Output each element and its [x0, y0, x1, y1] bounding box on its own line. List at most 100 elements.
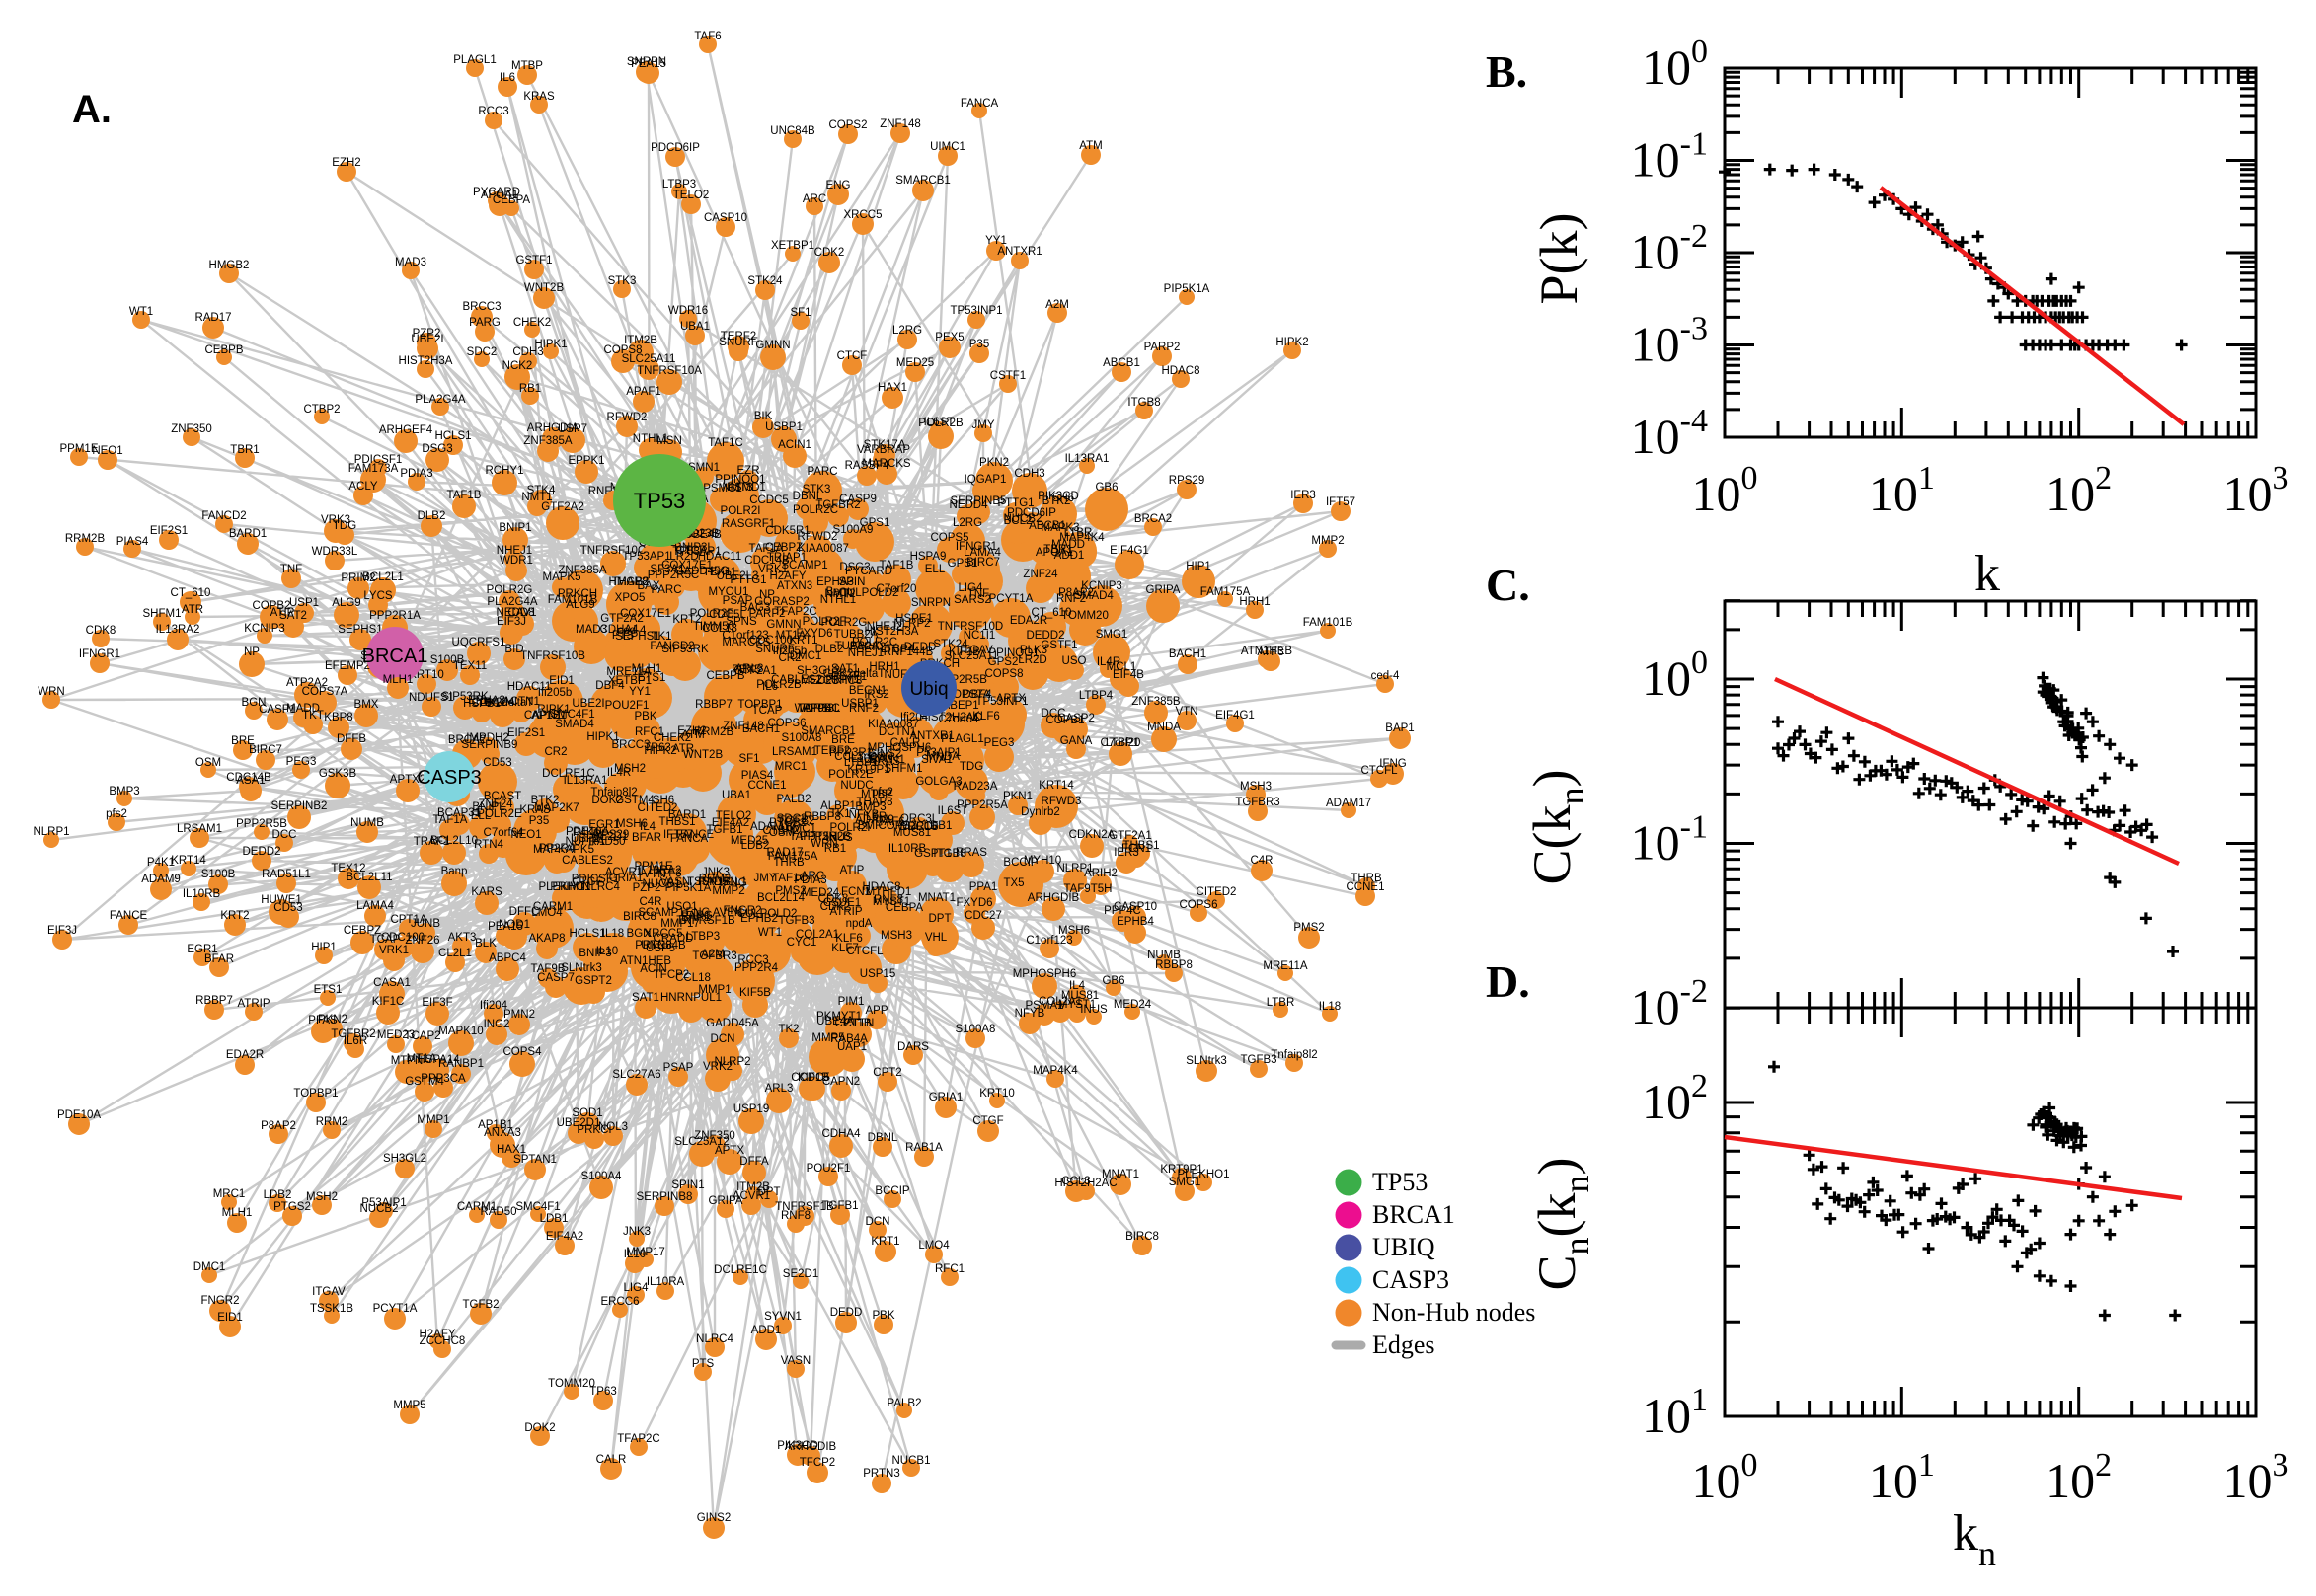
svg-text:P53AIP1: P53AIP1	[361, 1197, 406, 1209]
svg-text:IL18: IL18	[1319, 1001, 1341, 1013]
svg-text:IL4R: IL4R	[607, 767, 631, 779]
svg-text:APAF1: APAF1	[626, 386, 661, 398]
svg-text:GSN: GSN	[869, 751, 893, 763]
svg-text:ced-4: ced-4	[618, 625, 647, 637]
svg-text:CCNE1: CCNE1	[748, 780, 787, 792]
svg-text:EIF4A2: EIF4A2	[712, 817, 749, 829]
svg-text:PTS: PTS	[692, 1358, 715, 1370]
svg-text:CR2: CR2	[778, 652, 801, 664]
svg-text:IL4R: IL4R	[1097, 656, 1120, 668]
svg-text:IL10: IL10	[624, 1249, 646, 1260]
svg-text:TAF1B: TAF1B	[880, 560, 914, 571]
svg-text:BAX: BAX	[637, 580, 659, 592]
svg-text:BCCIP: BCCIP	[875, 1185, 909, 1197]
svg-text:CITED2: CITED2	[1197, 886, 1237, 898]
svg-text:MNDA: MNDA	[926, 751, 960, 763]
svg-text:RBBP8: RBBP8	[1155, 959, 1193, 971]
svg-text:NDUFS1: NDUFS1	[409, 692, 454, 704]
svg-text:TOMM20: TOMM20	[548, 1378, 595, 1390]
svg-text:COPS2: COPS2	[829, 119, 868, 131]
svg-text:ARHGEF4: ARHGEF4	[379, 424, 433, 436]
svg-text:CALR: CALR	[890, 737, 921, 749]
svg-text:RAD50: RAD50	[588, 836, 625, 848]
svg-text:CSTF1: CSTF1	[990, 370, 1026, 382]
svg-text:TAF9T5H: TAF9T5H	[1064, 883, 1113, 895]
svg-text:PSMA1: PSMA1	[1026, 1000, 1064, 1012]
svg-text:103: 103	[2223, 460, 2289, 521]
svg-text:CABLES2: CABLES2	[771, 674, 822, 686]
svg-text:TRIAP1: TRIAP1	[767, 552, 807, 564]
svg-text:CEBPB: CEBPB	[205, 344, 244, 356]
svg-text:RAD17: RAD17	[194, 312, 231, 324]
svg-text:IFNG: IFNG	[1379, 758, 1407, 770]
svg-text:SYVN1: SYVN1	[868, 754, 905, 766]
svg-text:CT_610: CT_610	[171, 587, 211, 599]
svg-text:GADD45A: GADD45A	[706, 1018, 759, 1029]
svg-text:KRT2: KRT2	[220, 910, 249, 922]
svg-text:P4K1: P4K1	[573, 827, 600, 839]
svg-text:TDG: TDG	[960, 761, 983, 773]
svg-text:XRCC5: XRCC5	[844, 209, 883, 221]
svg-text:NLRP1: NLRP1	[1056, 863, 1093, 874]
svg-text:MAPK5: MAPK5	[543, 571, 581, 583]
svg-text:PPA1: PPA1	[969, 881, 998, 893]
svg-text:SAT1: SAT1	[831, 663, 859, 675]
svg-text:SCAMP1: SCAMP1	[781, 560, 827, 571]
svg-text:FCN1: FCN1	[1121, 843, 1151, 855]
svg-text:USO1: USO1	[666, 901, 697, 913]
svg-text:MMP17: MMP17	[626, 1247, 665, 1258]
svg-text:DBNL: DBNL	[793, 491, 823, 502]
svg-text:CHEK2: CHEK2	[654, 732, 691, 744]
svg-text:WDR33L: WDR33L	[795, 703, 841, 715]
svg-text:SPNS: SPNS	[726, 616, 757, 628]
svg-text:PIP5K1A: PIP5K1A	[665, 882, 712, 894]
svg-text:DCLRE1C: DCLRE1C	[714, 1264, 767, 1276]
svg-text:CCDC5: CCDC5	[791, 1072, 830, 1084]
svg-text:COPS8: COPS8	[604, 344, 643, 356]
svg-text:TGFB2: TGFB2	[462, 1299, 499, 1311]
svg-text:npdA: npdA	[846, 918, 873, 930]
svg-text:PKN2: PKN2	[318, 1014, 347, 1026]
svg-text:PDIA3: PDIA3	[400, 468, 432, 480]
svg-text:PBK: PBK	[634, 711, 656, 722]
svg-text:BTK2: BTK2	[531, 795, 560, 806]
svg-text:BNIPL: BNIPL	[472, 801, 505, 813]
svg-text:TFAP2C: TFAP2C	[617, 1433, 659, 1445]
svg-text:ATP2A2: ATP2A2	[286, 677, 328, 689]
svg-text:MTBP: MTBP	[861, 789, 892, 800]
svg-text:DMC1: DMC1	[193, 1261, 226, 1273]
svg-text:DCC: DCC	[272, 829, 297, 841]
svg-text:EID1: EID1	[217, 1312, 243, 1324]
svg-text:CASP1: CASP1	[259, 704, 296, 716]
svg-text:MT1A: MT1A	[776, 630, 807, 642]
svg-text:Ifi204: Ifi204	[900, 712, 929, 723]
svg-text:VRK3: VRK3	[321, 514, 350, 526]
svg-text:PRKCI: PRKCI	[577, 1124, 611, 1136]
svg-text:MRC1: MRC1	[775, 761, 808, 773]
svg-text:ELL: ELL	[925, 564, 946, 575]
svg-text:CTCFL: CTCFL	[1360, 765, 1398, 777]
svg-text:JUNB: JUNB	[411, 918, 440, 930]
svg-text:SERPINB2: SERPINB2	[271, 800, 328, 812]
svg-text:WDR16: WDR16	[897, 821, 937, 833]
svg-text:CL2L1: CL2L1	[438, 948, 472, 959]
svg-text:ACVR1: ACVR1	[733, 1190, 770, 1202]
svg-text:IL10RB: IL10RB	[888, 843, 927, 855]
svg-text:SAT1: SAT1	[632, 992, 659, 1004]
svg-text:RAB1A: RAB1A	[905, 1142, 943, 1154]
svg-text:POU2F1: POU2F1	[807, 1163, 851, 1175]
svg-text:PPP3R1: PPP3R1	[829, 747, 873, 759]
svg-text:MSH3: MSH3	[1240, 781, 1272, 793]
svg-text:SLNtrk3: SLNtrk3	[1186, 1055, 1227, 1067]
svg-text:MMP5: MMP5	[811, 1032, 844, 1044]
svg-text:LIG4: LIG4	[624, 1282, 650, 1294]
svg-text:PRIM1: PRIM1	[550, 881, 584, 893]
svg-text:MSH6: MSH6	[616, 818, 648, 830]
svg-text:PLK3: PLK3	[1020, 645, 1047, 656]
svg-text:TP53: TP53	[634, 489, 686, 513]
svg-text:HSPA9: HSPA9	[910, 551, 947, 563]
svg-text:RAD51L1: RAD51L1	[698, 876, 747, 888]
svg-text:EGR1: EGR1	[187, 944, 217, 955]
svg-text:EPHB4: EPHB4	[1117, 916, 1154, 928]
svg-text:TAF9T5H: TAF9T5H	[790, 831, 838, 843]
